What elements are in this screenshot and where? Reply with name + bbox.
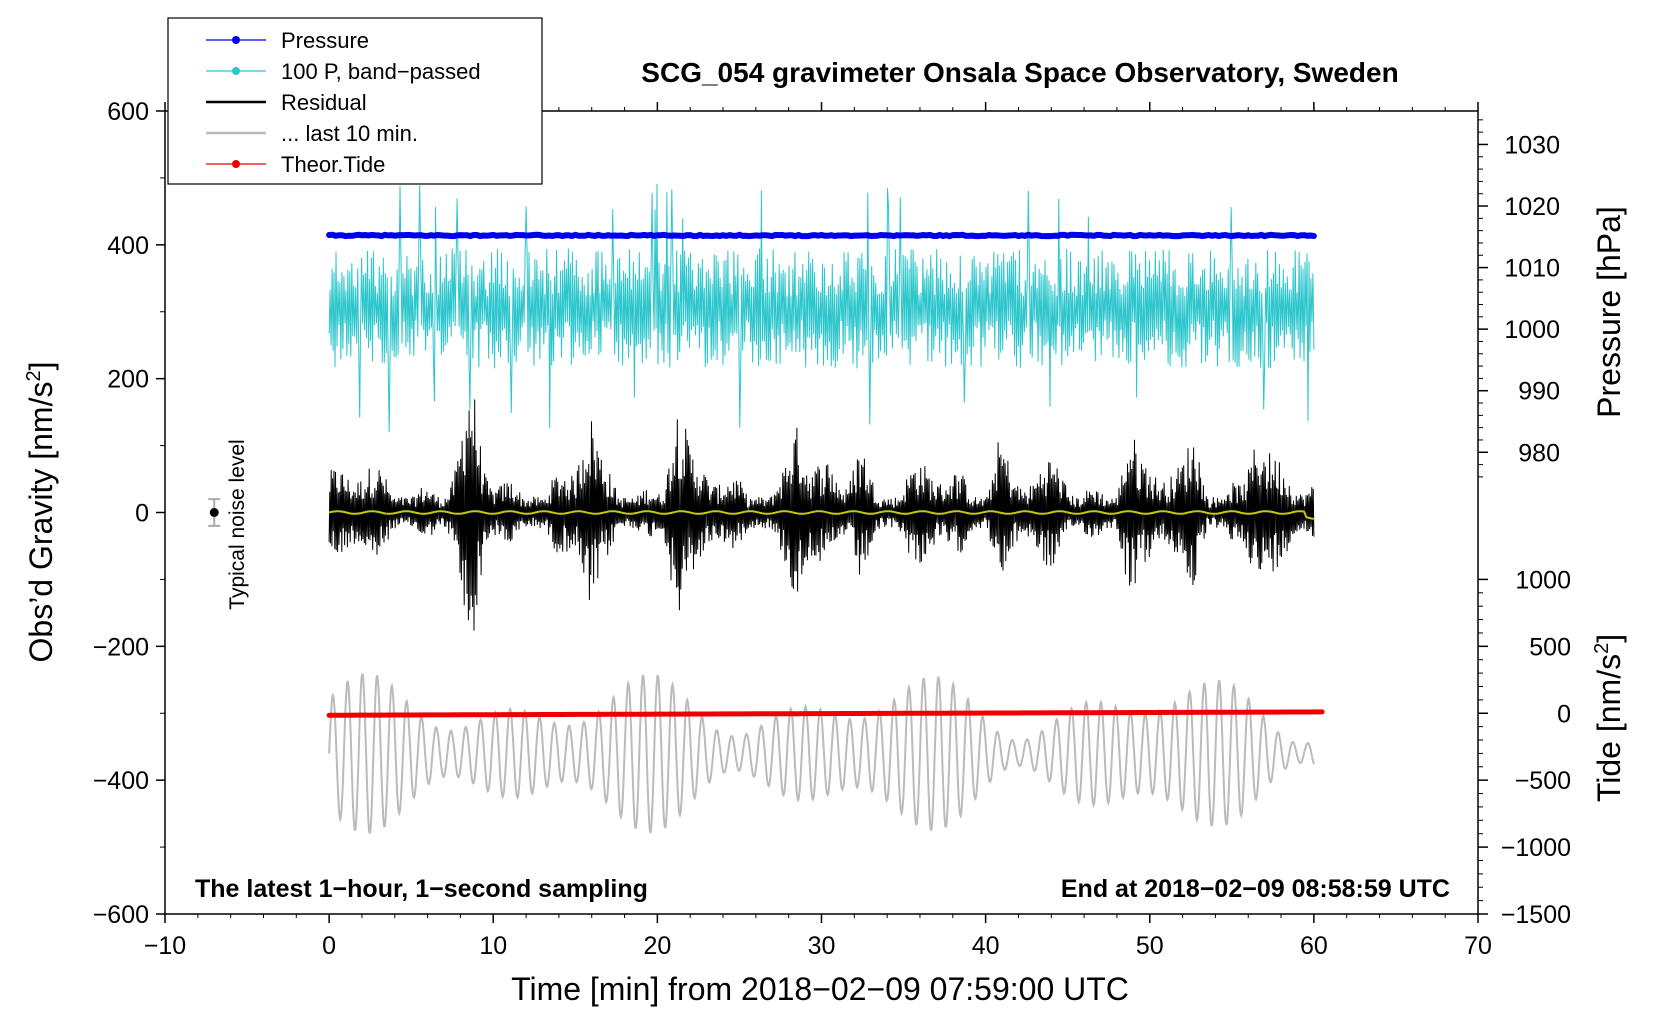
y-tick-label: 600 — [107, 98, 149, 126]
chart-title: SCG_054 gravimeter Onsala Space Observat… — [641, 57, 1398, 88]
legend-label: ... last 10 min. — [281, 121, 418, 146]
tide-tick-label: −1000 — [1501, 834, 1571, 862]
series-last-10-min — [328, 673, 1315, 834]
series-pressure — [326, 231, 1317, 240]
legend-dot — [232, 67, 240, 75]
legend-label: Residual — [281, 90, 367, 115]
pressure-tick-label: 990 — [1518, 378, 1560, 406]
x-tick-label: 30 — [808, 932, 836, 960]
note-latest-hour: The latest 1−hour, 1−second sampling — [195, 875, 648, 903]
noise-marker: Typical noise level — [208, 439, 249, 610]
pressure-tick-label: 1000 — [1504, 316, 1560, 344]
tide-tick-label: −1500 — [1501, 901, 1571, 929]
series-bandpassed-pressure — [328, 183, 1315, 433]
x-tick-label: 0 — [322, 932, 336, 960]
x-tick-label: −10 — [144, 932, 186, 960]
y-tick-label: 400 — [107, 232, 149, 260]
note-end-time: End at 2018−02−09 08:58:59 UTC — [1061, 875, 1450, 903]
series-residual-mean — [328, 510, 1315, 520]
legend: Pressure 100 P, band−passed Residual ... la… — [167, 17, 543, 185]
tide-tick-label: 1000 — [1515, 566, 1571, 594]
y-axis-tide-title-sup: 2 — [1591, 643, 1613, 654]
y-tick-label: 0 — [135, 500, 149, 528]
series-theoretical-tide — [326, 709, 1325, 718]
y-axis-tide: 1000 500 0 −500 −1000 −1500 — [1478, 566, 1571, 929]
tide-tick-label: −500 — [1515, 767, 1571, 795]
y-axis-tide-title: Tide [nm/s2] — [1591, 634, 1627, 802]
x-tick-label: 60 — [1300, 932, 1328, 960]
x-tick-label: 70 — [1464, 932, 1492, 960]
y-axis-left-title: Obs’d Gravity [nm/s2] — [23, 362, 59, 663]
legend-label: 100 P, band−passed — [281, 59, 481, 84]
series-layer — [326, 183, 1325, 834]
tide-tick-label: 500 — [1529, 633, 1571, 661]
x-tick-label: 40 — [972, 932, 1000, 960]
tide-tick-label: 0 — [1557, 700, 1571, 728]
x-tick-label: 50 — [1136, 932, 1164, 960]
y-tick-label: 200 — [107, 366, 149, 394]
noise-label: Typical noise level — [226, 439, 249, 609]
series-residual — [328, 399, 1315, 631]
y-tick-label: −400 — [93, 767, 149, 795]
y-tick-label: −600 — [93, 901, 149, 929]
y-axis-left: 600 400 200 0 −200 −400 −600 — [93, 98, 165, 929]
y-axis-pressure-title: Pressure [hPa] — [1591, 206, 1627, 418]
x-tick-label: 20 — [643, 932, 671, 960]
y-axis-left-title-sup: 2 — [23, 370, 45, 381]
x-axis: −10 0 10 20 30 40 50 60 70 — [144, 102, 1492, 960]
noise-dot — [209, 508, 219, 517]
legend-label: Pressure — [281, 28, 369, 53]
x-axis-title: Time [min] from 2018−02−09 07:59:00 UTC — [511, 971, 1129, 1007]
pressure-tick-label: 1030 — [1504, 131, 1560, 159]
legend-dot — [232, 36, 240, 44]
y-tick-label: −200 — [93, 633, 149, 661]
x-tick-label: 10 — [479, 932, 507, 960]
y-axis-pressure: 1030 1020 1010 1000 990 980 — [1478, 119, 1560, 478]
legend-label: Theor.Tide — [281, 152, 385, 177]
legend-dot — [232, 160, 240, 168]
pressure-tick-label: 1020 — [1504, 193, 1560, 221]
pressure-tick-label: 1010 — [1504, 255, 1560, 283]
pressure-tick-label: 980 — [1518, 439, 1560, 467]
